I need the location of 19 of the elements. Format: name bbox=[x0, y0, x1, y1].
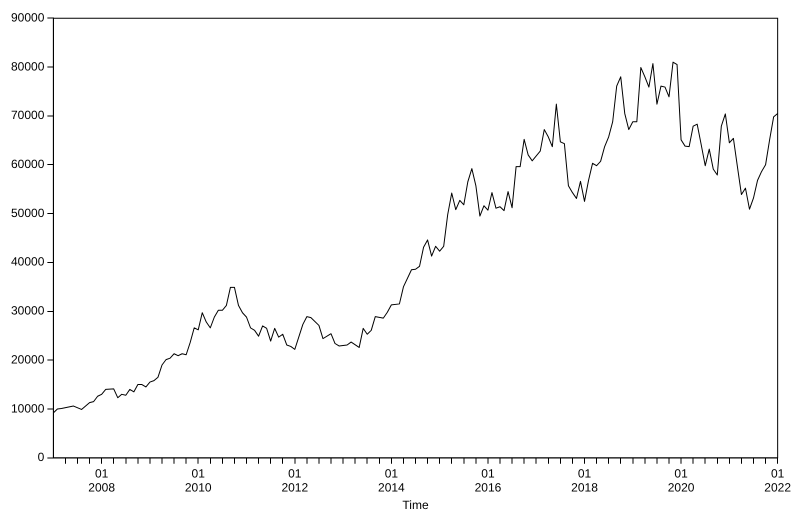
y-tick-label: 90000 bbox=[10, 10, 45, 25]
y-tick-label: 80000 bbox=[10, 59, 45, 74]
y-tick-label: 30000 bbox=[10, 304, 45, 318]
y-tick-label: 50000 bbox=[10, 206, 45, 220]
x-tick-label: 01 2016 bbox=[474, 466, 502, 495]
x-tick-label: 01 2008 bbox=[88, 466, 116, 495]
x-tick-label: 01 2014 bbox=[378, 466, 406, 495]
x-tick-label: 01 2012 bbox=[281, 466, 308, 495]
x-tick-label: 01 2020 bbox=[668, 466, 695, 495]
y-tick-label: 70000 bbox=[10, 108, 45, 122]
y-tick-label: 20000 bbox=[10, 352, 45, 366]
y-tick-label: 0 bbox=[38, 450, 45, 464]
x-tick-label: 01 2018 bbox=[571, 466, 598, 495]
y-tick-label: 10000 bbox=[10, 401, 45, 416]
y-tick-label: 40000 bbox=[10, 254, 45, 269]
x-tick-label: 01 2010 bbox=[184, 466, 212, 495]
x-tick-label: 01 2022 bbox=[764, 466, 792, 495]
x-axis-title: Time bbox=[402, 498, 429, 512]
y-tick-label: 60000 bbox=[10, 157, 45, 172]
